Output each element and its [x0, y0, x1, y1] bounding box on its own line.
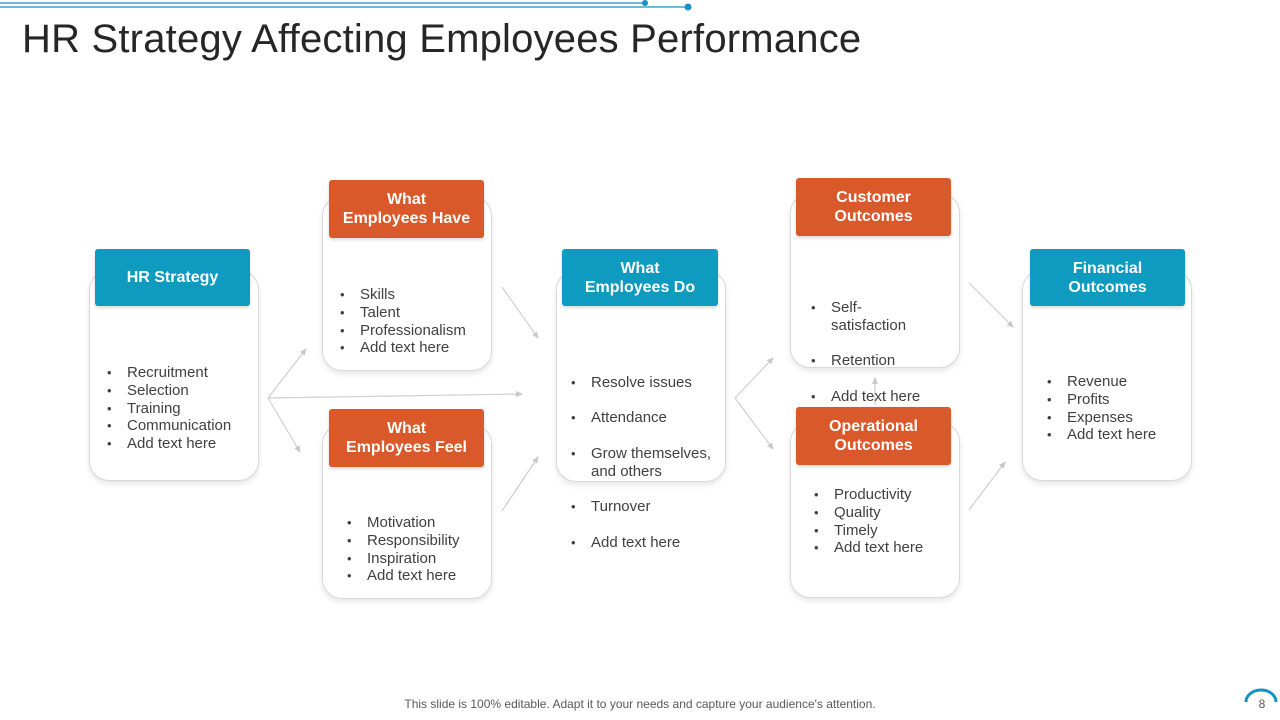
list-item: Profits [1047, 391, 1187, 409]
list-item: Self- satisfaction [811, 299, 956, 335]
arrow-do-to-customer [734, 357, 774, 399]
arrow-hr-to-have [267, 348, 307, 399]
arrow-hr-to-feel [267, 397, 301, 453]
list-item: Expenses [1047, 409, 1187, 427]
list-item: Add text here [107, 435, 257, 453]
list-item: Quality [814, 504, 959, 522]
arrow-do-to-operational [734, 397, 774, 450]
list-item: Turnover [571, 498, 723, 516]
list-item: Retention [811, 352, 956, 370]
list-item: Talent [340, 304, 490, 322]
arrow-customer-to-financial [968, 282, 1014, 328]
list-item: Add text here [814, 539, 959, 557]
list-item: Selection [107, 382, 257, 400]
list-item: Motivation [347, 514, 492, 532]
list-item: Timely [814, 522, 959, 540]
employees-have-header: What Employees Have [329, 180, 484, 238]
list-item: Productivity [814, 486, 959, 504]
arrow-hr-to-do [267, 391, 523, 399]
customer-outcomes-list: Self- satisfaction Retention Add text he… [811, 281, 956, 423]
list-item: Inspiration [347, 550, 492, 568]
operational-outcomes-header: Operational Outcomes [796, 407, 951, 465]
list-item: Skills [340, 286, 490, 304]
list-item: Communication [107, 417, 257, 435]
financial-outcomes-list: Revenue Profits Expenses Add text here [1047, 373, 1187, 444]
employees-do-list: Resolve issues Attendance Grow themselve… [571, 356, 723, 570]
page-number: 8 [1258, 697, 1266, 711]
list-item: Grow themselves, and others [571, 445, 723, 481]
list-item: Add text here [340, 339, 490, 357]
list-item: Add text here [811, 388, 956, 406]
hr-strategy-header: HR Strategy [95, 249, 250, 306]
hr-strategy-list: Recruitment Selection Training Communica… [107, 364, 257, 453]
list-item: Revenue [1047, 373, 1187, 391]
page-title: HR Strategy Affecting Employees Performa… [22, 17, 862, 61]
arrow-operational-to-financial [968, 461, 1006, 511]
list-item: Add text here [571, 534, 723, 552]
list-item: Add text here [1047, 426, 1187, 444]
header-decoration [0, 0, 692, 11]
employees-feel-header: What Employees Feel [329, 409, 484, 467]
employees-have-list: Skills Talent Professionalism Add text h… [340, 286, 490, 357]
financial-outcomes-header: Financial Outcomes [1030, 249, 1185, 306]
customer-outcomes-header: Customer Outcomes [796, 178, 951, 236]
list-item: Responsibility [347, 532, 492, 550]
arrow-feel-to-do [501, 456, 539, 512]
employees-feel-list: Motivation Responsibility Inspiration Ad… [347, 514, 492, 585]
corner-arc-icon [1244, 688, 1278, 703]
list-item: Professionalism [340, 322, 490, 340]
operational-outcomes-list: Productivity Quality Timely Add text her… [814, 486, 959, 557]
list-item: Training [107, 400, 257, 418]
list-item: Add text here [347, 567, 492, 585]
employees-do-header: What Employees Do [562, 249, 718, 306]
list-item: Resolve issues [571, 374, 723, 392]
arrow-have-to-do [501, 286, 539, 339]
list-item: Recruitment [107, 364, 257, 382]
list-item: Attendance [571, 409, 723, 427]
footer-note: This slide is 100% editable. Adapt it to… [404, 697, 876, 711]
